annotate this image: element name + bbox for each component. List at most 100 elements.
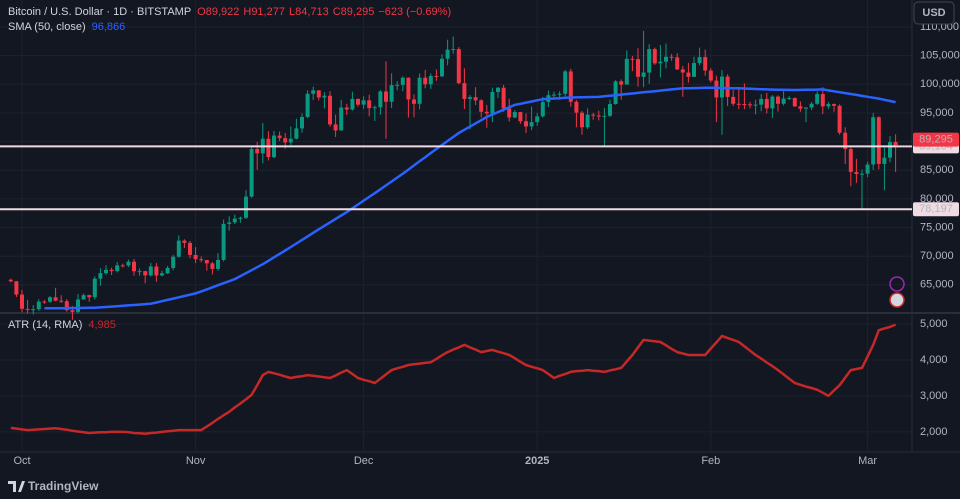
candle-body (848, 149, 853, 172)
candle-body (787, 98, 792, 100)
sma-value: 96,866 (92, 21, 126, 33)
candle-body (199, 259, 204, 261)
candle-body (350, 98, 355, 110)
candle-body (204, 260, 209, 264)
candle-body (596, 115, 601, 117)
y-tick-label: 85,000 (920, 164, 954, 176)
candle-body (568, 71, 573, 102)
candle-body (512, 112, 517, 118)
currency-label[interactable]: USD (922, 7, 945, 19)
candle-body (860, 173, 864, 175)
brand-logo (8, 481, 25, 492)
candle-body (255, 149, 260, 154)
candle-body (244, 196, 248, 218)
symbol-name: Bitcoin / U.S. Dollar · 1D · BITSTAMP (8, 6, 191, 18)
candle-body (417, 77, 422, 104)
candle-body (87, 295, 92, 298)
candle-body (490, 92, 495, 114)
candle-body (792, 98, 797, 107)
y-tick-label: 5,000 (920, 318, 948, 330)
candle-body (434, 75, 439, 77)
sma-legend: SMA (50, close) 96,866 (8, 21, 125, 33)
last-price-label: 89,295 (919, 134, 953, 146)
candle-body (428, 75, 433, 85)
candle-body (115, 265, 120, 272)
candle-body (552, 94, 556, 96)
candle-body (59, 300, 64, 302)
currency-button[interactable] (913, 1, 955, 25)
y-tick-label: 4,000 (920, 354, 948, 366)
candle-body (70, 310, 75, 312)
candle-body (120, 265, 125, 267)
candle-body (316, 90, 321, 98)
candle-body (630, 58, 635, 60)
candle-body (893, 142, 898, 146)
candle-body (524, 121, 528, 127)
candle-body (423, 77, 428, 85)
candle-body (854, 171, 859, 174)
event-icon[interactable] (889, 276, 905, 292)
candle-body (36, 301, 41, 310)
x-tick-label: 2025 (525, 455, 549, 467)
last-price-tag (913, 132, 959, 147)
candle-body (652, 49, 657, 64)
candle-body (31, 309, 36, 311)
ohlc-low: L84,713 (289, 6, 329, 18)
candle-body (731, 96, 736, 104)
candle-body (305, 93, 310, 117)
atr-legend: ATR (14, RMA) 4,985 (8, 319, 116, 331)
candle-body (451, 49, 456, 51)
ohlc-high: H91,277 (243, 6, 285, 18)
candle-body (288, 138, 293, 143)
candle-body (311, 90, 316, 94)
candle-body (664, 56, 668, 62)
candle-body (294, 128, 299, 139)
candle-body (759, 98, 764, 105)
candle-body (832, 104, 836, 106)
candle-body (126, 261, 131, 266)
y-tick-label: 70,000 (920, 250, 954, 262)
candle-body (356, 98, 360, 105)
candle-body (445, 49, 450, 59)
candle-body (725, 76, 730, 97)
candle-body (227, 222, 232, 224)
candle-body (367, 100, 372, 109)
candle-body (176, 240, 181, 257)
y-tick-label: 75,000 (920, 221, 954, 233)
candle-body (109, 269, 114, 272)
candle-body (333, 124, 338, 131)
candle-body (608, 104, 612, 116)
candle-body (238, 217, 243, 219)
price-legend: Bitcoin / U.S. Dollar · 1D · BITSTAMP O89… (8, 6, 451, 18)
candle-body (501, 87, 506, 109)
y-tick-label: 2,000 (920, 426, 948, 438)
atr-name: ATR (14, RMA) (8, 319, 82, 331)
candle-body (221, 223, 226, 260)
candle-body (876, 117, 881, 164)
price-tag-label: 78,197 (919, 203, 953, 215)
flag-icon[interactable] (889, 292, 905, 308)
y-tick-label: 65,000 (920, 279, 954, 291)
candle-body (804, 107, 808, 109)
candle-body (809, 103, 814, 108)
candle-body (232, 218, 237, 223)
brand-name: TradingView (28, 479, 99, 493)
candle-body (748, 104, 752, 106)
candle-body (580, 112, 584, 128)
candle-body (675, 57, 680, 70)
candle-body (20, 294, 24, 309)
candle-body (658, 61, 663, 64)
candle-body (384, 91, 388, 102)
y-tick-label: 95,000 (920, 107, 954, 119)
x-tick-label: Nov (186, 455, 206, 467)
candle-body (507, 108, 512, 118)
candle-body (697, 57, 702, 64)
candle-body (815, 94, 820, 104)
candle-body (378, 91, 383, 108)
candle-body (328, 95, 332, 125)
candle-body (468, 97, 472, 99)
candle-body (591, 114, 596, 116)
candle-body (104, 269, 108, 274)
ohlc-close: C89,295 (333, 6, 375, 18)
